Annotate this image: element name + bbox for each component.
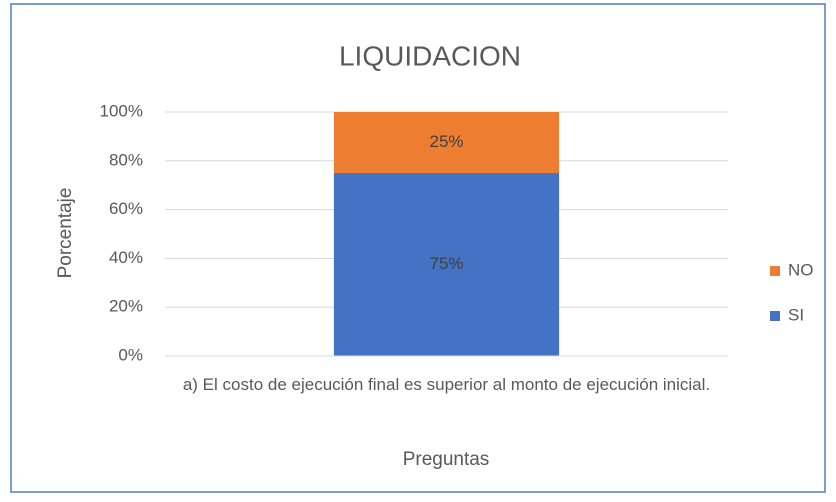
data-label: 25% [429,132,463,151]
legend-swatch [770,311,780,321]
y-axis-label: Porcentaje [55,188,76,279]
bar-segment [333,173,560,356]
legend-label: SI [788,305,804,324]
y-tick-label: 80% [109,150,143,169]
legend-label: NO [788,260,814,279]
bar-segment [333,112,560,173]
y-tick-label: 40% [109,248,143,267]
y-tick-label: 0% [118,345,143,364]
data-label: 75% [429,254,463,273]
y-tick-label: 100% [100,101,143,120]
chart-title: LIQUIDACION [339,40,521,71]
x-tick-label: a) El costo de ejecución final es superi… [182,375,711,394]
x-tick-label-box: a) El costo de ejecución final es superi… [182,375,711,394]
legend-swatch [770,266,780,276]
x-axis-label: Preguntas [403,449,490,470]
y-tick-label: 60% [109,199,143,218]
y-tick-label: 20% [109,297,143,316]
